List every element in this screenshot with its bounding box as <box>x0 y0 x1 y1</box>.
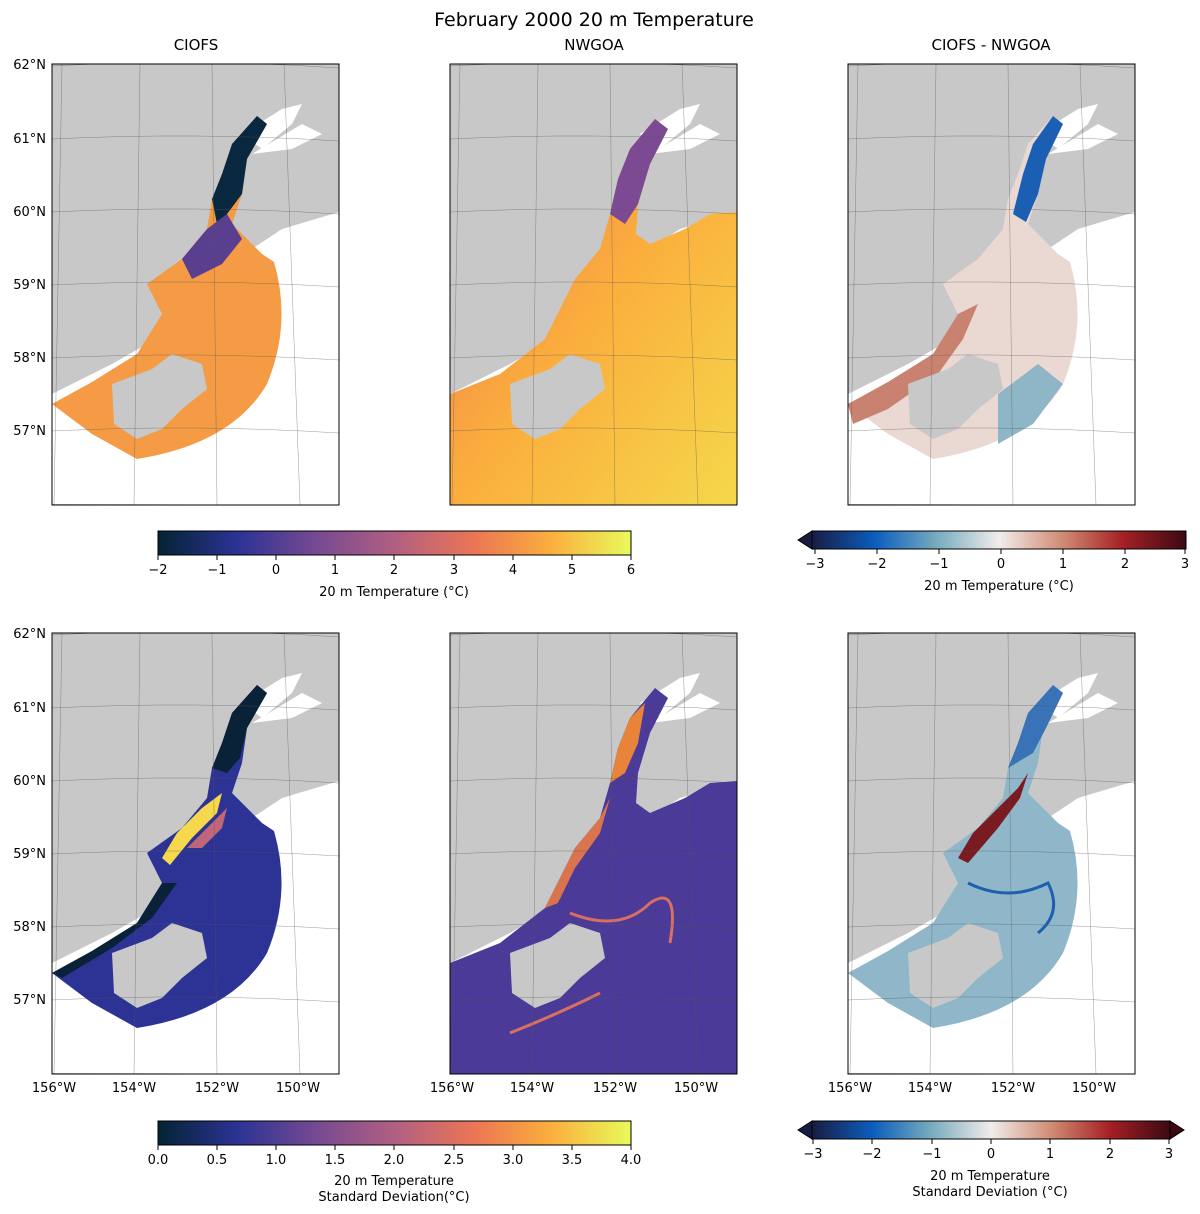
colorbar-tick: 4.0 <box>621 1153 642 1168</box>
colorbar-gradient <box>157 1120 632 1146</box>
colorbar-gradient <box>811 530 1187 550</box>
panel-nwgoa-std <box>449 632 738 1075</box>
lon-label: 150°W <box>276 1081 320 1096</box>
lat-label: 59°N <box>13 847 46 862</box>
colorbar-tick: 3 <box>450 563 458 578</box>
lon-label: 150°W <box>674 1081 718 1096</box>
lat-labels-row2: 62°N 61°N 60°N 59°N 58°N 57°N <box>13 627 46 1008</box>
colorbar-tick: 1.0 <box>266 1153 287 1168</box>
colorbar-tick: −1 <box>922 1147 941 1162</box>
colorbar-label-line2: Standard Deviation(°C) <box>318 1190 469 1205</box>
map-frame <box>847 632 1136 1075</box>
colorbar-tick: 1 <box>331 563 339 578</box>
lon-label: 152°W <box>593 1081 637 1096</box>
lat-label: 62°N <box>13 58 46 73</box>
panel-title-diff: CIOFS - NWGOA <box>931 36 1051 54</box>
lat-label: 62°N <box>13 627 46 642</box>
colorbar-tick: −1 <box>929 557 948 572</box>
lon-label: 156°W <box>32 1081 76 1096</box>
lat-labels-row1: 62°N 61°N 60°N 59°N 58°N 57°N <box>13 58 46 439</box>
lat-label: 58°N <box>13 920 46 935</box>
colorbar-tick: 1 <box>1046 1147 1054 1162</box>
colorbar-extend-max <box>1169 1120 1185 1140</box>
panel-ciofs-std <box>51 632 340 1075</box>
map-frame <box>449 632 738 1075</box>
lon-label: 154°W <box>112 1081 156 1096</box>
colorbar-tick: 3.0 <box>503 1153 524 1168</box>
panel-diff-std <box>847 632 1136 1075</box>
panel-title-nwgoa: NWGOA <box>564 36 624 54</box>
colorbar-std-temperature: 0.0 0.5 1.0 1.5 2.0 2.5 3.0 3.5 4.0 20 m… <box>148 1120 642 1205</box>
lon-label: 152°W <box>991 1081 1035 1096</box>
colorbar-tick: 1.5 <box>325 1153 346 1168</box>
map-frame <box>847 63 1136 506</box>
colorbar-tick: 2.0 <box>384 1153 405 1168</box>
lon-label: 154°W <box>510 1081 554 1096</box>
figure-title: February 2000 20 m Temperature <box>434 9 754 31</box>
colorbar-gradient <box>811 1120 1171 1140</box>
colorbar-tick: −2 <box>867 557 886 572</box>
lat-label: 59°N <box>13 278 46 293</box>
panel-ciofs-mean <box>51 63 340 506</box>
colorbar-tick: 0.0 <box>148 1153 169 1168</box>
panel-nwgoa-mean <box>449 63 738 506</box>
lon-label: 156°W <box>828 1081 872 1096</box>
colorbar-tick: −3 <box>803 1147 822 1162</box>
lat-label: 58°N <box>13 351 46 366</box>
lat-label: 57°N <box>13 993 46 1008</box>
colorbar-std-difference: −3 −2 −1 0 1 2 3 20 m Temperature Standa… <box>797 1120 1185 1200</box>
colorbar-tick: 1 <box>1059 557 1067 572</box>
lat-label: 57°N <box>13 424 46 439</box>
colorbar-tick: 0 <box>272 563 280 578</box>
lon-label: 156°W <box>430 1081 474 1096</box>
colorbar-tick: 5 <box>568 563 576 578</box>
lon-labels-ciofs: 156°W 154°W 152°W 150°W <box>32 1081 320 1096</box>
colorbar-tick: 6 <box>627 563 635 578</box>
lon-labels-nwgoa: 156°W 154°W 152°W 150°W <box>430 1081 718 1096</box>
colorbar-tick: 2 <box>1106 1147 1114 1162</box>
panel-diff-mean <box>847 63 1136 506</box>
colorbar-tick: −2 <box>148 563 167 578</box>
map-frame <box>51 63 340 506</box>
lon-label: 154°W <box>908 1081 952 1096</box>
colorbar-tick: −2 <box>862 1147 881 1162</box>
panel-title-ciofs: CIOFS <box>174 36 219 54</box>
colorbar-tick: −3 <box>805 557 824 572</box>
colorbar-tick: 0 <box>987 1147 995 1162</box>
colorbar-label-line1: 20 m Temperature <box>334 1174 454 1189</box>
colorbar-extend-min <box>797 530 813 550</box>
map-frame <box>51 632 340 1075</box>
colorbar-tick: −1 <box>207 563 226 578</box>
colorbar-tick: 3 <box>1165 1147 1173 1162</box>
map-frame <box>449 63 738 506</box>
colorbar-label: 20 m Temperature (°C) <box>319 585 469 600</box>
colorbar-tick: 3 <box>1181 557 1189 572</box>
colorbar-tick: 2 <box>1121 557 1129 572</box>
colorbar-tick: 3.5 <box>562 1153 583 1168</box>
colorbar-tick: 0 <box>997 557 1005 572</box>
colorbar-tick: 2 <box>390 563 398 578</box>
colorbar-tick: 4 <box>509 563 517 578</box>
colorbar-label: 20 m Temperature (°C) <box>924 579 1074 594</box>
colorbar-tick: 0.5 <box>207 1153 228 1168</box>
colorbar-mean-temperature: −2 −1 0 1 2 3 4 5 6 20 m Temperature (°C… <box>148 530 635 600</box>
colorbar-label-line2: Standard Deviation (°C) <box>912 1185 1067 1200</box>
lat-label: 61°N <box>13 132 46 147</box>
lat-label: 60°N <box>13 774 46 789</box>
colorbar-extend-min <box>797 1120 813 1140</box>
lon-label: 150°W <box>1072 1081 1116 1096</box>
colorbar-mean-difference: −3 −2 −1 0 1 2 3 20 m Temperature (°C) <box>797 530 1189 594</box>
colorbar-label-line1: 20 m Temperature <box>930 1169 1050 1184</box>
lat-label: 61°N <box>13 701 46 716</box>
lat-label: 60°N <box>13 205 46 220</box>
lon-label: 152°W <box>195 1081 239 1096</box>
colorbar-tick: 2.5 <box>444 1153 465 1168</box>
lon-labels-diff: 156°W 154°W 152°W 150°W <box>828 1081 1116 1096</box>
colorbar-gradient <box>157 530 632 556</box>
